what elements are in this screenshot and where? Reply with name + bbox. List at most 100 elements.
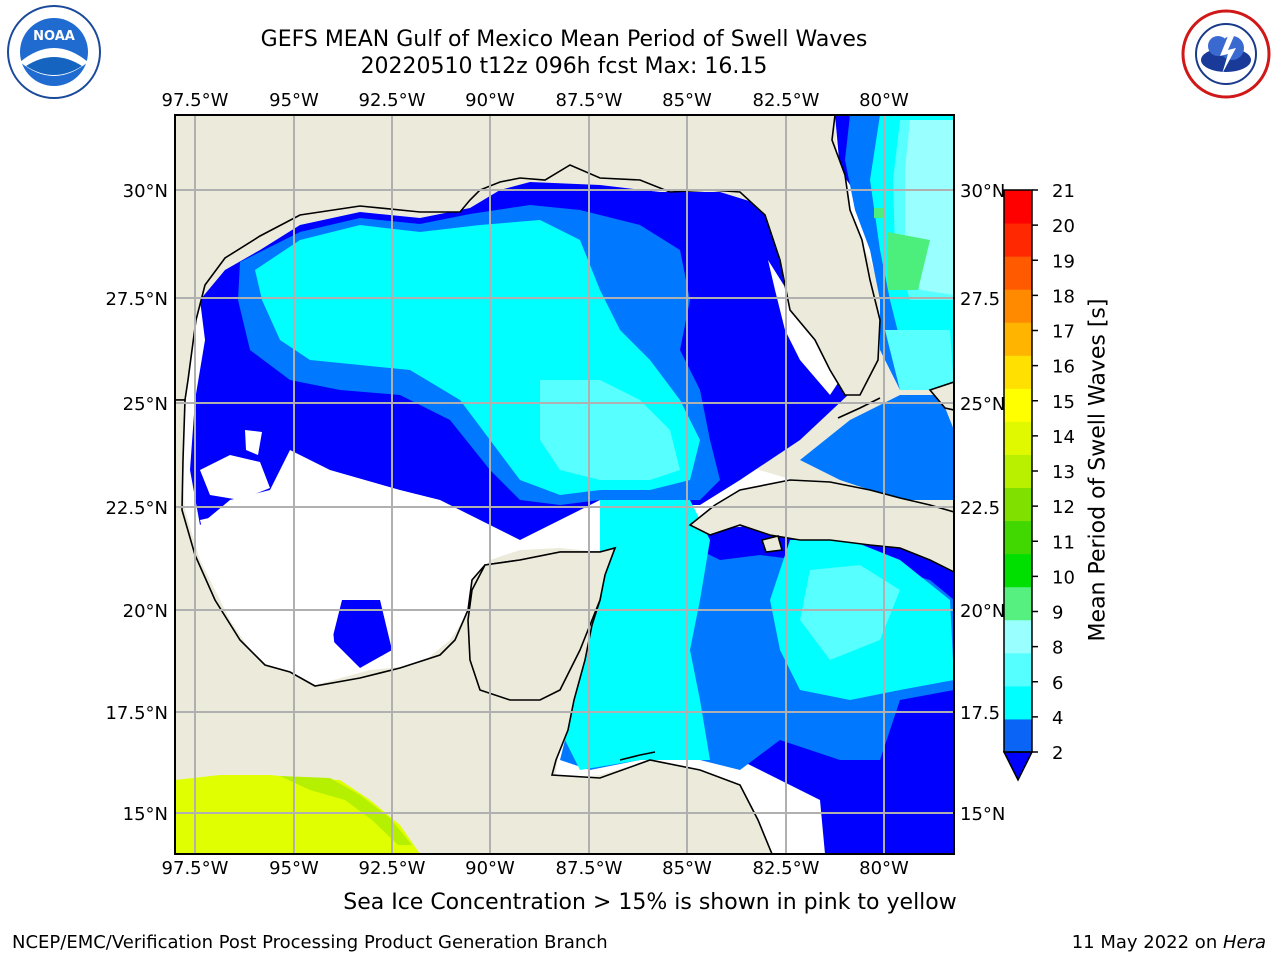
lat-tick-right: 27.5: [960, 289, 1000, 310]
colorbar-band: [1004, 388, 1032, 422]
colorbar-tick-label: 11: [1052, 532, 1075, 553]
colorbar-band: [1004, 652, 1032, 687]
colorbar-band: [1004, 685, 1032, 720]
colorbar-band: [1004, 223, 1032, 257]
lon-tick-top: 90°W: [465, 90, 515, 111]
sea-ice-note: Sea Ice Concentration > 15% is shown in …: [343, 890, 957, 915]
map-area: [175, 115, 954, 854]
cuba: [688, 479, 954, 573]
gridlines: [175, 115, 954, 854]
colorbar-band: [1004, 421, 1032, 455]
sea-ice-green: [280, 776, 412, 845]
lat-tick-left: 25°N: [123, 394, 168, 415]
colorbar-band: [1004, 289, 1032, 323]
colorbar-title: Mean Period of Swell Waves [s]: [1085, 298, 1111, 642]
lat-labels-right: 30°N 27.5 25°N 22.5 20°N 17.5 15°N: [960, 181, 1005, 825]
swell-band-10-dot: [874, 208, 884, 218]
footer-host: Hera: [1222, 932, 1266, 953]
lon-tick-top: 95°W: [269, 90, 319, 111]
title-line-2: 20220510 t12z 096h fcst Max: 16.15: [360, 54, 768, 79]
lon-tick-bottom: 90°W: [465, 858, 515, 879]
map-frame: [174, 114, 955, 855]
colorbar-tick-label: 17: [1052, 322, 1075, 343]
lat-tick-left: 17.5°N: [105, 703, 168, 724]
colorbar-band: [1004, 487, 1032, 522]
lon-tick-top: 87.5°W: [556, 90, 623, 111]
footer-date: 11 May 2022 on Hera: [1072, 932, 1266, 953]
colorbar-tick-label: 21: [1052, 181, 1075, 202]
colorbar-band: [1004, 520, 1032, 555]
no-data-patch-2: [200, 455, 270, 500]
lon-tick-top: 80°W: [859, 90, 909, 111]
lat-tick-left: 30°N: [123, 181, 168, 202]
lon-tick-bottom: 87.5°W: [556, 858, 623, 879]
chart-title: GEFS MEAN Gulf of Mexico Mean Period of …: [0, 26, 1128, 80]
noaa-logo: NOAA: [7, 5, 101, 99]
nws-logo: [1181, 9, 1271, 99]
colorbar-tick-label: 13: [1052, 462, 1075, 483]
swell-band-8-e: [800, 565, 900, 660]
lon-tick-top: 85°W: [662, 90, 712, 111]
lat-labels-left: 30°N 27.5°N 25°N 22.5°N 20°N 17.5°N 15°N: [105, 181, 168, 825]
colorbar-tick-label: 19: [1052, 251, 1075, 272]
footer-credit: NCEP/EMC/Verification Post Processing Pr…: [12, 932, 608, 953]
swell-band-8: [540, 380, 680, 480]
noaa-logo-text: NOAA: [33, 29, 75, 44]
colorbar-band: [1004, 190, 1032, 224]
us-gulf-coast: [175, 115, 881, 401]
lat-tick-right: 22.5: [960, 498, 1000, 519]
lat-tick-right: 20°N: [960, 601, 1005, 622]
lon-tick-top: 92.5°W: [359, 90, 426, 111]
colorbar-band: [1004, 553, 1032, 588]
colorbar-band: [1004, 355, 1032, 389]
florida-keys: [837, 397, 881, 419]
lat-tick-right: 17.5: [960, 703, 1000, 724]
lon-tick-bottom: 97.5°W: [162, 858, 229, 879]
swell-band-10: [888, 232, 930, 290]
colorbar-under-arrow: [1002, 751, 1034, 782]
central-america-coast: [619, 751, 656, 761]
colorbar-tick-label: 10: [1052, 567, 1075, 588]
colorbar-band: [1004, 256, 1032, 290]
lat-tick-right: 25°N: [960, 394, 1005, 415]
no-data-patch-3: [200, 500, 470, 680]
title-line-1: GEFS MEAN Gulf of Mexico Mean Period of …: [260, 27, 868, 52]
lat-tick-left: 15°N: [123, 804, 168, 825]
colorbar-tick-label: 4: [1052, 708, 1063, 729]
lat-tick-left: 27.5°N: [105, 289, 168, 310]
colorbar-tick-label: 15: [1052, 392, 1075, 413]
lat-tick-right: 30°N: [960, 181, 1005, 202]
colorbar-band: [1004, 586, 1032, 621]
swell-band-8-fl: [885, 330, 954, 390]
lon-tick-bottom: 92.5°W: [359, 858, 426, 879]
lon-tick-bottom: 82.5°W: [753, 858, 820, 879]
colorbar-tick-label: 16: [1052, 357, 1075, 378]
colorbar-tick-label: 9: [1052, 603, 1063, 624]
lon-labels-top: 97.5°W 95°W 92.5°W 90°W 87.5°W 85°W 82.5…: [162, 90, 909, 111]
colorbar-band: [1004, 322, 1032, 356]
lat-tick-left: 20°N: [123, 601, 168, 622]
swell-band-4-fl: [800, 395, 954, 500]
lon-tick-bottom: 80°W: [859, 858, 909, 879]
colorbar-tick-label: 8: [1052, 638, 1063, 659]
colorbar-tick-label: 18: [1052, 286, 1075, 307]
colorbar-tick-label: 2: [1052, 743, 1063, 764]
colorbar: 2 4 6 8 9 10 11 12 13 14 15 16 17 18 19 20 21: [1002, 181, 1075, 782]
colorbar-band: [1004, 718, 1032, 753]
no-data-patch-1: [245, 430, 262, 455]
swell-band-2-bay: [332, 600, 392, 668]
lon-labels-bottom: 97.5°W 95°W 92.5°W 90°W 87.5°W 85°W 82.5…: [162, 858, 909, 879]
lon-tick-top: 82.5°W: [753, 90, 820, 111]
lon-tick-bottom: 85°W: [662, 858, 712, 879]
lat-tick-right: 15°N: [960, 804, 1005, 825]
colorbar-band: [1004, 619, 1032, 654]
colorbar-tick-label: 20: [1052, 216, 1075, 237]
lon-tick-bottom: 95°W: [269, 858, 319, 879]
lon-tick-top: 97.5°W: [162, 90, 229, 111]
footer-date-text: 11 May 2022 on: [1071, 932, 1223, 953]
lat-tick-left: 22.5°N: [105, 498, 168, 519]
colorbar-tick-label: 12: [1052, 497, 1075, 518]
yucatan-peninsula: [467, 546, 617, 701]
